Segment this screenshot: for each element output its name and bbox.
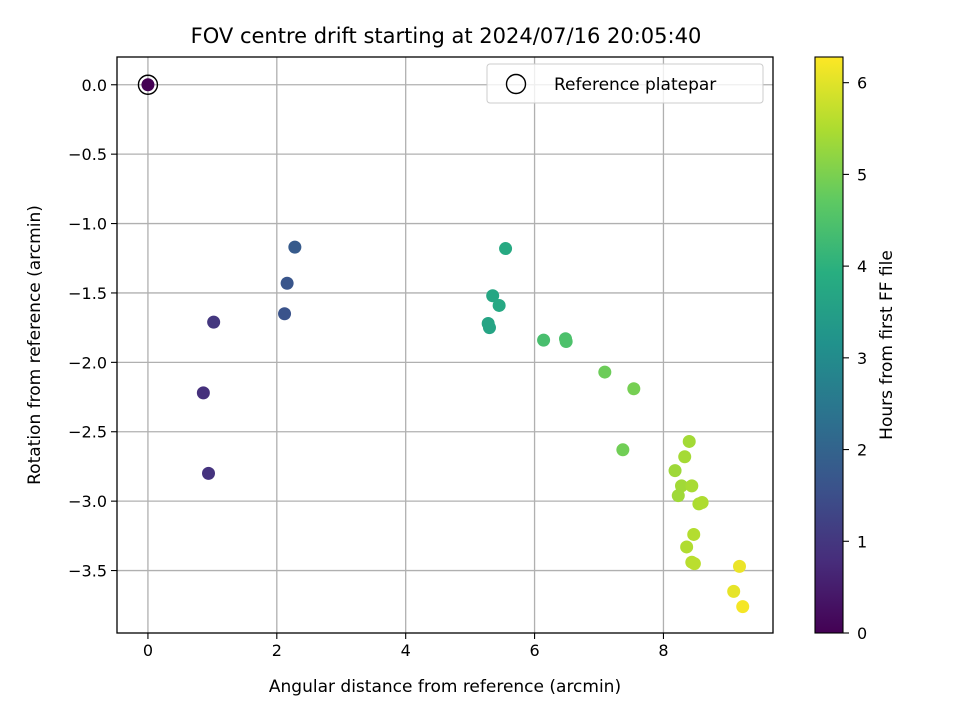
colorbar-tick-label: 2 bbox=[857, 441, 867, 460]
data-point bbox=[288, 240, 302, 254]
data-point bbox=[196, 386, 210, 400]
colorbar-tick-label: 4 bbox=[857, 257, 867, 276]
legend: Reference platepar bbox=[486, 63, 764, 104]
legend-label-reference-platepar: Reference platepar bbox=[554, 75, 716, 95]
y-axis: 0.0 −0.5 −1.0 −1.5 −2.0 −2.5 −3.0 −3.5 bbox=[68, 76, 117, 581]
data-point bbox=[695, 496, 709, 510]
x-axis: 0 2 4 6 8 bbox=[143, 633, 669, 660]
data-point bbox=[598, 365, 612, 379]
data-point bbox=[678, 450, 692, 464]
data-point bbox=[732, 559, 746, 573]
y-tick-label: −1.5 bbox=[68, 284, 107, 303]
data-point bbox=[680, 540, 694, 554]
y-tick-label: 0.0 bbox=[82, 76, 107, 95]
data-point bbox=[537, 333, 551, 347]
y-tick-label: −1.0 bbox=[68, 215, 107, 234]
plot-frame bbox=[116, 56, 774, 634]
x-tick-label: 0 bbox=[143, 641, 153, 660]
data-point bbox=[492, 298, 506, 312]
colorbar: 0 1 2 3 4 5 6 Hours from first FF file bbox=[814, 56, 897, 643]
reference-platepar-marker bbox=[137, 74, 159, 95]
data-point bbox=[207, 315, 221, 329]
data-point bbox=[671, 489, 685, 503]
data-point bbox=[486, 289, 500, 303]
colorbar-label: Hours from first FF file bbox=[877, 250, 897, 440]
y-tick-label: −3.0 bbox=[68, 492, 107, 511]
data-point bbox=[141, 78, 155, 92]
legend-box bbox=[486, 63, 764, 104]
y-axis-label: Rotation from reference (arcmin) bbox=[25, 205, 45, 485]
data-points bbox=[137, 74, 750, 614]
x-axis-label: Angular distance from reference (arcmin) bbox=[269, 677, 621, 697]
grid bbox=[117, 57, 773, 633]
data-point bbox=[280, 276, 294, 290]
y-tick-label: −2.0 bbox=[68, 353, 107, 372]
data-point bbox=[559, 335, 573, 349]
data-point bbox=[727, 584, 741, 598]
colorbar-tick-label: 3 bbox=[857, 349, 867, 368]
data-point bbox=[668, 464, 682, 478]
x-tick-label: 6 bbox=[529, 641, 539, 660]
data-point bbox=[627, 382, 641, 396]
colorbar-gradient bbox=[814, 56, 844, 634]
colorbar-tick-label: 0 bbox=[857, 624, 867, 643]
x-tick-label: 4 bbox=[401, 641, 411, 660]
x-tick-label: 2 bbox=[272, 641, 282, 660]
data-point bbox=[278, 307, 292, 321]
data-point bbox=[736, 600, 750, 614]
y-tick-label: −2.5 bbox=[68, 423, 107, 442]
data-point bbox=[687, 527, 701, 541]
colorbar-tick-label: 1 bbox=[857, 532, 867, 551]
y-tick-label: −3.5 bbox=[68, 562, 107, 581]
colorbar-ticks: 0 1 2 3 4 5 6 bbox=[843, 74, 867, 643]
data-point bbox=[685, 479, 699, 493]
chart-title: FOV centre drift starting at 2024/07/16 … bbox=[191, 24, 702, 48]
y-tick-label: −0.5 bbox=[68, 145, 107, 164]
legend-reference-marker bbox=[505, 73, 527, 95]
data-point bbox=[682, 434, 696, 448]
x-tick-label: 8 bbox=[658, 641, 668, 660]
data-point bbox=[499, 242, 513, 256]
colorbar-tick-label: 5 bbox=[857, 165, 867, 184]
data-point bbox=[687, 557, 701, 571]
data-point bbox=[482, 321, 496, 335]
data-point bbox=[616, 443, 630, 457]
colorbar-tick-label: 6 bbox=[857, 74, 867, 93]
data-point bbox=[202, 466, 216, 480]
